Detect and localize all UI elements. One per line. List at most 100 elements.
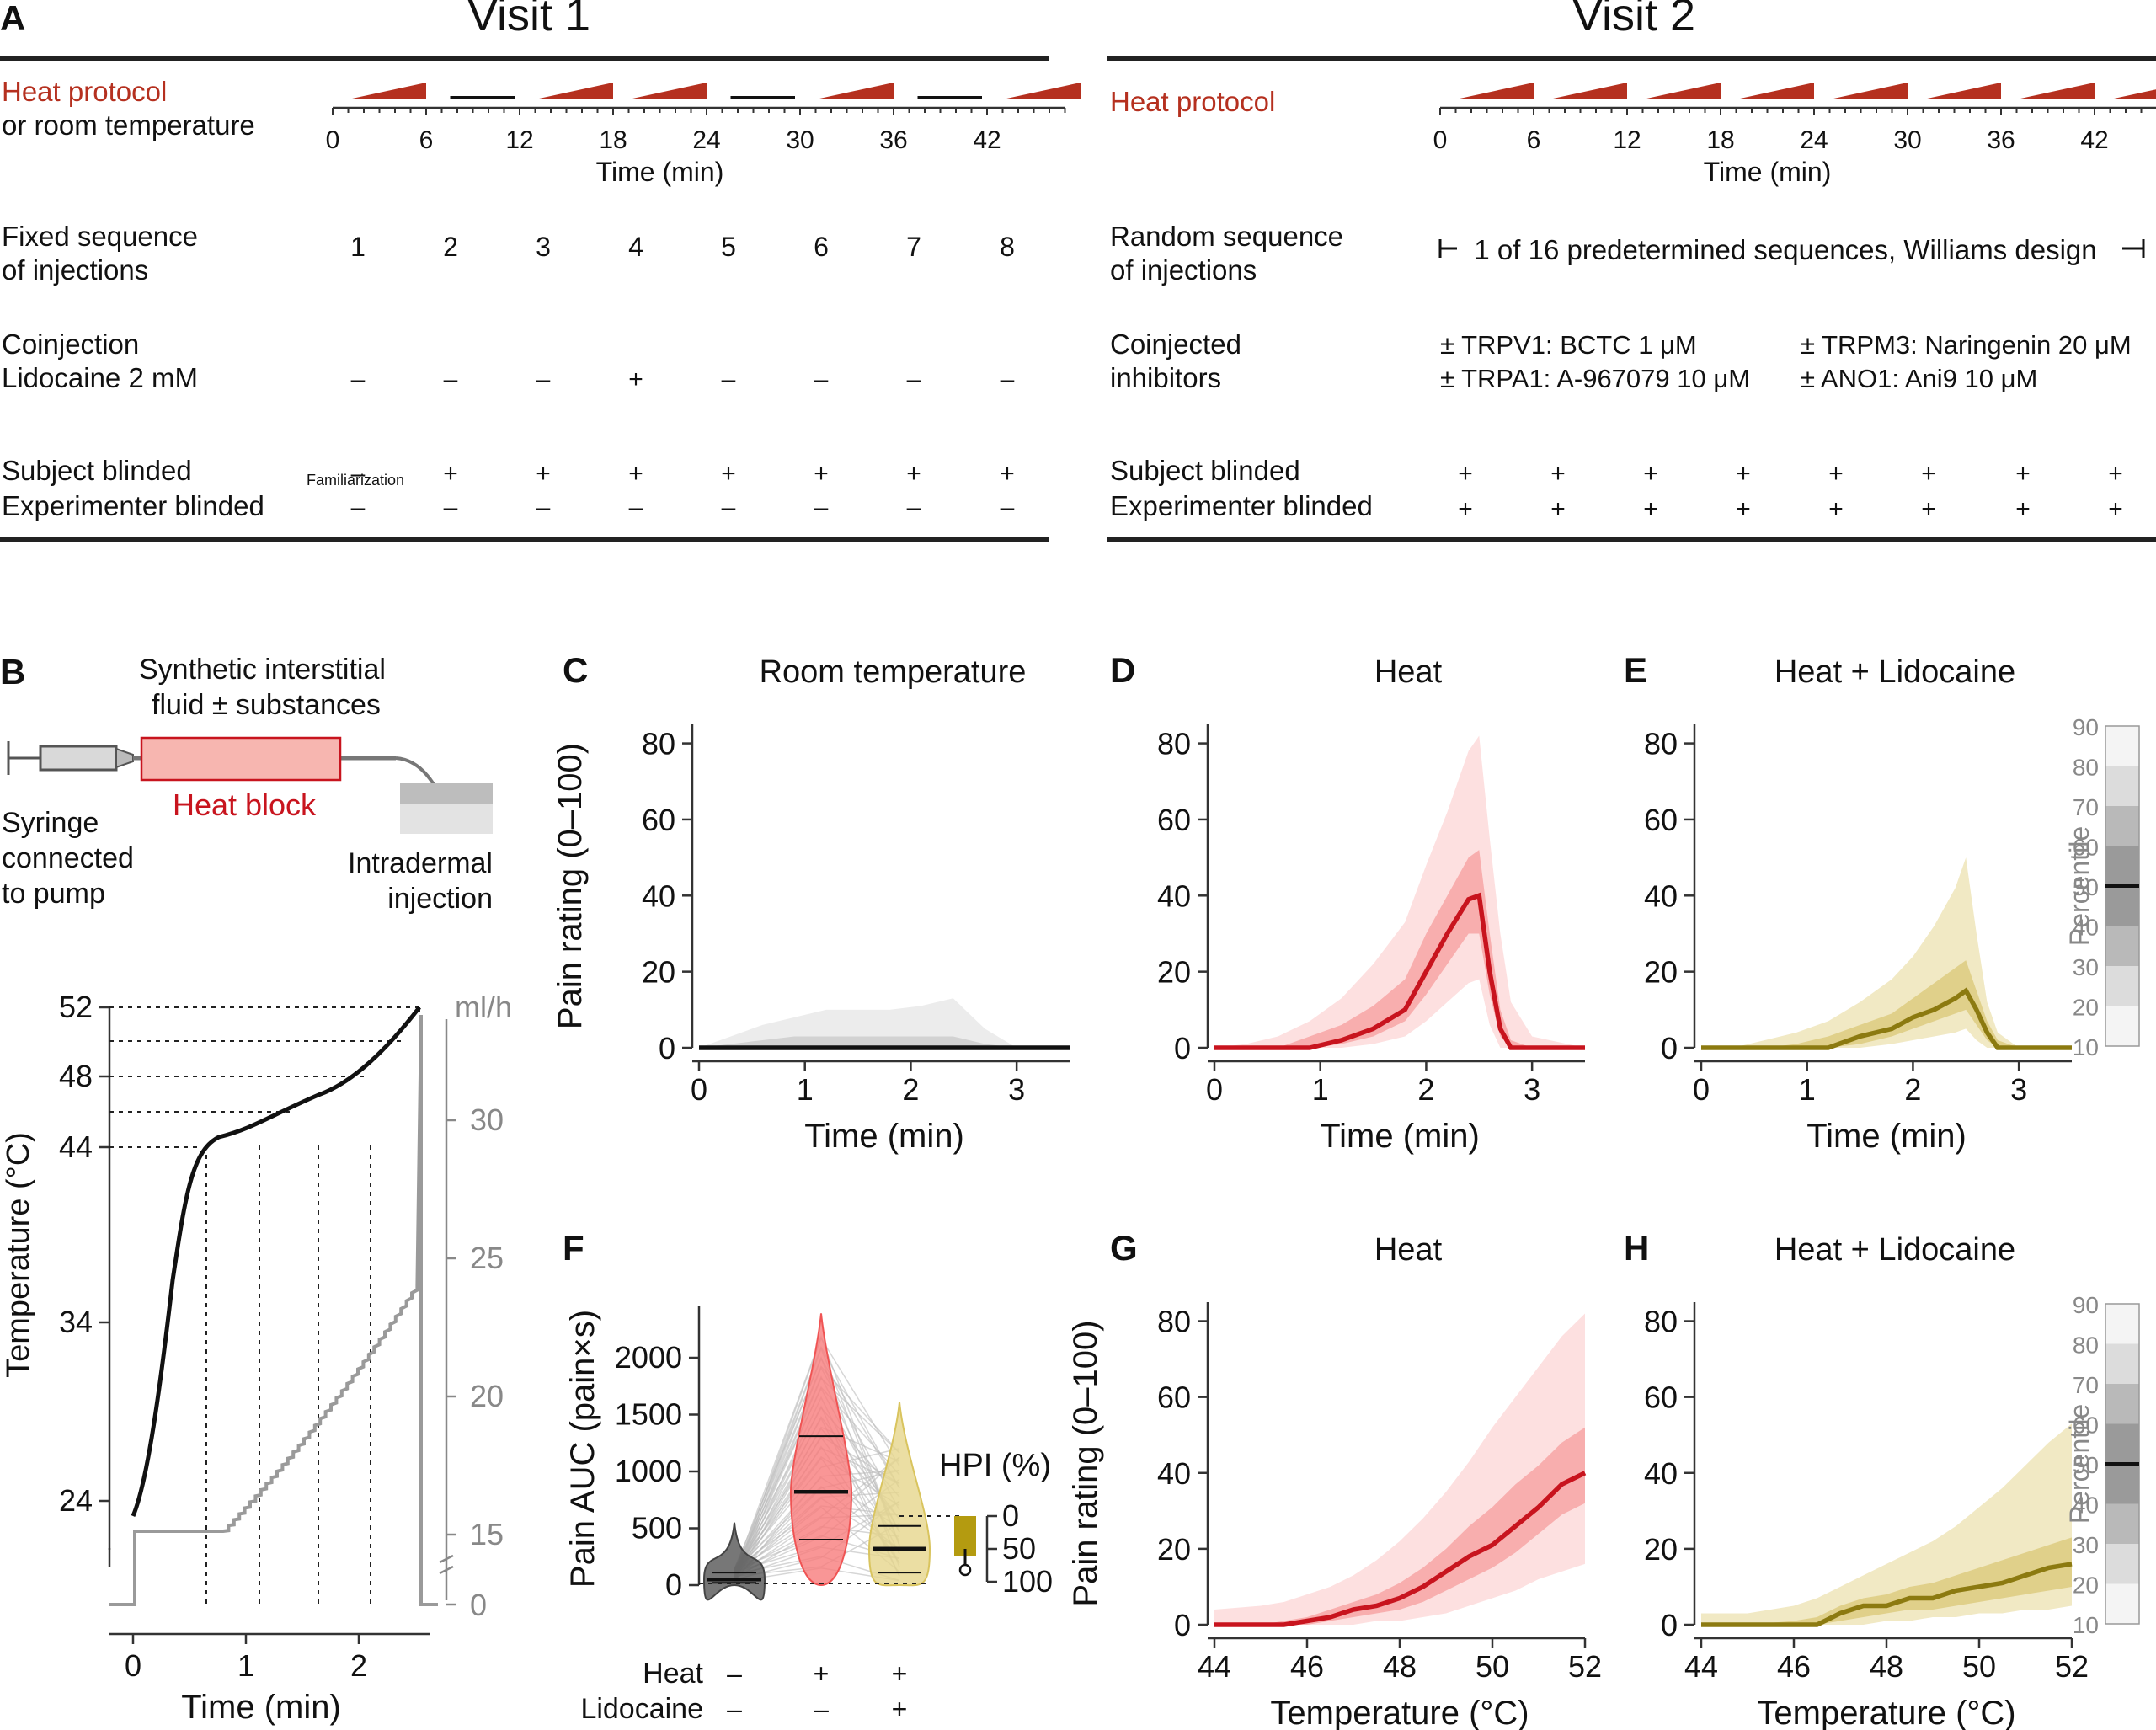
syringe-tip-icon bbox=[115, 747, 134, 769]
panel-c-y-tick-label: 40 bbox=[642, 878, 675, 913]
lidocaine-sign: – bbox=[1001, 366, 1015, 393]
experimenter-blinded-sign: + bbox=[1921, 495, 1936, 523]
inhibitor-trpv1: ± TRPV1: BCTC 1 μM bbox=[1440, 330, 1697, 360]
heat-ramp-icon bbox=[1736, 83, 1814, 99]
panel-f-y-tick-label: 0 bbox=[665, 1567, 682, 1602]
panel-h-x-tick-label: 52 bbox=[2055, 1649, 2089, 1684]
panel-f-y-tick-label: 2000 bbox=[615, 1340, 682, 1375]
panel-d-plot: 0 20 40 60 80 0 1 2 3 Time (min) D Heat bbox=[1110, 650, 1585, 1155]
panel-e-title: Heat + Lidocaine bbox=[1774, 654, 2015, 690]
hpi-tick-label: 0 bbox=[1002, 1498, 1019, 1533]
panel-c-y-axis-label: Pain rating (0–100) bbox=[552, 743, 589, 1029]
panel-c-x-tick-label: 1 bbox=[797, 1072, 814, 1107]
heat-sign: – bbox=[727, 1658, 742, 1689]
hpi-tick-label: 50 bbox=[1002, 1531, 1036, 1566]
experimenter-blinded-sign: – bbox=[722, 494, 736, 521]
subject-blinded-sign: – bbox=[351, 460, 366, 488]
lidocaine-sign: – bbox=[907, 366, 921, 393]
panel-c-letter: C bbox=[563, 650, 588, 690]
heat-ramp-icon bbox=[1829, 83, 1908, 99]
temperature-tick-label: 48 bbox=[59, 1059, 93, 1093]
panel-f-y-tick-label: 500 bbox=[632, 1511, 682, 1546]
percentile-tick-label: 90 bbox=[2073, 714, 2099, 740]
visit2-tick-label: 42 bbox=[2080, 126, 2108, 154]
syringe-label-2: connected bbox=[2, 842, 134, 874]
panel-h-y-tick-label: 40 bbox=[1644, 1456, 1678, 1491]
panel-h-x-tick-label: 46 bbox=[1777, 1649, 1811, 1684]
panel-d-y-tick-label: 20 bbox=[1157, 955, 1191, 990]
percentile-tick-label: 20 bbox=[2073, 1572, 2099, 1599]
subject-blinded-sign: + bbox=[1921, 460, 1936, 488]
flow-tick-label: 20 bbox=[470, 1379, 504, 1413]
heat-sign: + bbox=[892, 1658, 908, 1689]
panel-g-y-tick-label: 0 bbox=[1174, 1608, 1191, 1642]
sequence-number: 7 bbox=[906, 232, 921, 262]
panel-g-letter: G bbox=[1110, 1228, 1138, 1268]
panel-g-median-line bbox=[1214, 1471, 1587, 1627]
experimenter-blinded-sign: + bbox=[1828, 495, 1844, 523]
percentile-tick-label: 50 bbox=[2073, 874, 2099, 900]
syringe-barrel-icon bbox=[39, 745, 118, 772]
lidocaine-sign: – bbox=[351, 366, 366, 393]
panel-h-letter: H bbox=[1624, 1228, 1649, 1268]
panel-f-y-tick-label: 1000 bbox=[615, 1454, 682, 1488]
flow-rate-curve bbox=[109, 1014, 438, 1606]
percentile-band bbox=[2105, 1503, 2139, 1544]
panel-f-y-tick-label: 1500 bbox=[615, 1397, 682, 1432]
panel-c-x-tick-label: 2 bbox=[902, 1072, 919, 1107]
percentile-band bbox=[2105, 1583, 2139, 1624]
percentile-tick-label: 60 bbox=[2073, 1412, 2099, 1439]
panel-e-band-30-70 bbox=[1701, 960, 2072, 1048]
panel-h-y-tick-label: 20 bbox=[1644, 1532, 1678, 1567]
percentile-tick-label: 10 bbox=[2073, 1034, 2099, 1060]
lidocaine-sign: – bbox=[444, 366, 458, 393]
percentile-tick-label: 90 bbox=[2073, 1292, 2099, 1318]
panel-c-y-tick-label: 60 bbox=[642, 803, 675, 837]
percentile-tick-label: 30 bbox=[2073, 954, 2099, 980]
experimenter-blinded-sign: – bbox=[907, 494, 921, 521]
percentile-band bbox=[2105, 1304, 2139, 1344]
percentile-band bbox=[2105, 1006, 2139, 1046]
panel-h-title: Heat + Lidocaine bbox=[1774, 1232, 2015, 1268]
percentile-label: Percentile bbox=[2064, 1404, 2095, 1524]
panel-e-y-tick-label: 20 bbox=[1644, 955, 1678, 990]
heat-ramp-icon bbox=[1002, 83, 1081, 99]
lidocaine-sign: + bbox=[892, 1694, 908, 1724]
panel-e-x-tick-label: 1 bbox=[1799, 1072, 1816, 1107]
fluid-label-2: fluid ± substances bbox=[152, 689, 381, 721]
panel-letter-b: B bbox=[0, 652, 25, 691]
panel-d-y-tick-label: 80 bbox=[1157, 727, 1191, 761]
panel-d-x-tick-label: 1 bbox=[1312, 1072, 1329, 1107]
heat-ramp-icon bbox=[1455, 83, 1534, 99]
hpi-tick-label: 100 bbox=[1002, 1564, 1053, 1599]
panel-g-x-axis-label: Temperature (°C) bbox=[1270, 1695, 1529, 1730]
sequence-number: 3 bbox=[536, 232, 551, 262]
experimenter-blinded-sign: + bbox=[1643, 495, 1658, 523]
panel-d-y-tick-label: 0 bbox=[1174, 1031, 1191, 1065]
experimenter-blinded-sign: + bbox=[1736, 495, 1751, 523]
percentile-tick-label: 10 bbox=[2073, 1612, 2099, 1638]
percentile-legend-e: 10 20 30 40 50 60 70 80 90 Percentile bbox=[2064, 714, 2140, 1060]
sequence-number: 8 bbox=[1000, 232, 1015, 262]
heat-ramp-icon bbox=[815, 83, 894, 99]
inhibitor-trpa1: ± TRPA1: A-967079 10 μM bbox=[1440, 364, 1750, 393]
percentile-legend-h: 10 20 30 40 50 60 70 80 90 Percentile bbox=[2064, 1292, 2140, 1638]
temperature-axis-label: Temperature (°C) bbox=[1, 1132, 36, 1378]
sequence-number: 5 bbox=[721, 232, 736, 262]
lidocaine-sign: – bbox=[722, 366, 736, 393]
panel-c-plot: 0 20 40 60 80 0 1 2 3 Time (min) Pain rating (0–10… bbox=[552, 650, 1070, 1155]
visit1-title: Visit 1 bbox=[467, 0, 590, 40]
subject-blinded-sign: + bbox=[628, 460, 643, 488]
visit1-time-label: Time (min) bbox=[596, 157, 724, 187]
panel-d-median-line bbox=[1214, 892, 1585, 1050]
visit2-subject-label: Subject blinded bbox=[1110, 455, 1300, 486]
panel-h-x-tick-label: 48 bbox=[1870, 1649, 1903, 1684]
panel-c-x-axis-label: Time (min) bbox=[804, 1118, 964, 1155]
subject-blinded-sign: + bbox=[1000, 460, 1015, 488]
percentile-band bbox=[2105, 806, 2139, 846]
percentile-band bbox=[2105, 766, 2139, 806]
subject-blinded-sign: + bbox=[1736, 460, 1751, 488]
experimenter-blinded-sign: – bbox=[351, 494, 366, 521]
panel-h-median-line bbox=[1701, 1562, 2073, 1627]
